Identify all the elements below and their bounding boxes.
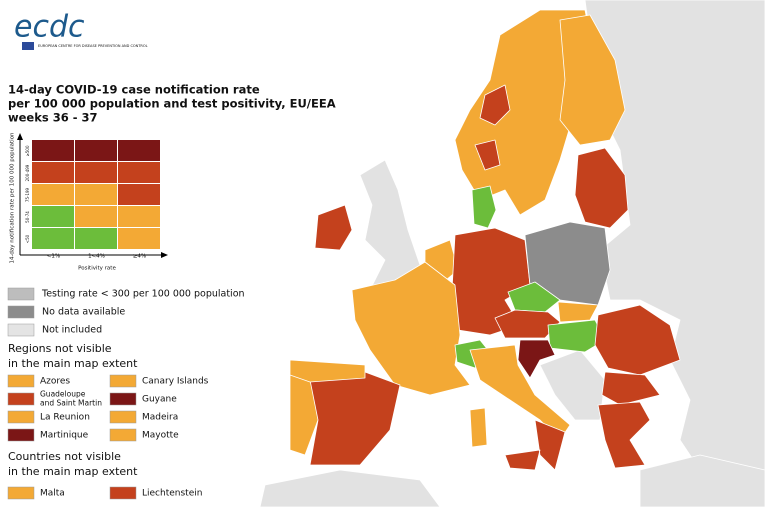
matrix-cell xyxy=(118,140,160,161)
norway-red xyxy=(474,84,511,171)
romania xyxy=(594,304,681,376)
legend-swatch xyxy=(7,392,35,406)
non-eu-land xyxy=(259,469,441,507)
logo-text: ecdc xyxy=(14,10,85,45)
matrix-cell xyxy=(75,162,117,183)
czechia xyxy=(507,281,561,313)
matrix-cell xyxy=(75,206,117,227)
greece xyxy=(597,401,651,469)
non-eu-land xyxy=(639,454,765,507)
matrix-col-label: <1% xyxy=(47,254,60,260)
slovakia xyxy=(557,301,599,323)
region-label: Azores xyxy=(40,377,70,387)
title-line: weeks 36 - 37 xyxy=(8,111,98,125)
arrow-head xyxy=(161,252,168,258)
region-label: Martinique xyxy=(40,431,89,441)
region-label: Canary Islands xyxy=(142,377,209,387)
matrix-row-label: 50-74 xyxy=(25,211,30,223)
matrix-row-label: 200-499 xyxy=(25,164,30,181)
legend-swatch xyxy=(7,305,35,319)
matrix-y-label: 14-day notification rate per 100 000 pop… xyxy=(10,132,16,264)
title-line: per 100 000 population and test positivi… xyxy=(8,97,336,111)
region-label: Madeira xyxy=(142,413,178,423)
ireland xyxy=(314,204,353,251)
legend-swatch xyxy=(109,374,137,388)
matrix-cell xyxy=(75,228,117,249)
matrix-cell xyxy=(75,140,117,161)
islands xyxy=(469,407,488,448)
denmark xyxy=(471,185,497,229)
matrix-row-label: 75-199 xyxy=(25,187,30,202)
legend-label: Not included xyxy=(42,325,102,336)
region-label: Liechtenstein xyxy=(142,489,202,499)
austria xyxy=(494,309,561,339)
matrix-col-label: 1<4% xyxy=(88,254,105,260)
matrix-x-label: Positivity rate xyxy=(78,266,116,272)
matrix-cell xyxy=(32,228,74,249)
bulgaria xyxy=(601,371,661,406)
finland xyxy=(559,14,626,146)
spain-north xyxy=(289,359,366,383)
matrix-cell xyxy=(118,162,160,183)
matrix-cell xyxy=(32,162,74,183)
matrix-cell xyxy=(32,140,74,161)
baltics xyxy=(574,147,629,229)
section-heading: Regions not visible xyxy=(8,342,112,355)
legend-swatch xyxy=(7,323,35,337)
matrix-cell xyxy=(118,184,160,205)
legend-swatch xyxy=(109,410,137,424)
region-label: Guadeloupe xyxy=(40,390,86,399)
section-heading: Countries not visible xyxy=(8,450,121,463)
legend-swatch xyxy=(7,428,35,442)
matrix-row-label: <50 xyxy=(25,234,30,243)
matrix-col-label: ≥4% xyxy=(133,254,146,260)
spain xyxy=(309,371,401,466)
france xyxy=(351,261,471,396)
legend-swatch xyxy=(109,486,137,500)
matrix-cell xyxy=(75,184,117,205)
matrix-cell xyxy=(118,228,160,249)
legend-swatch xyxy=(109,392,137,406)
croatia-slovenia xyxy=(517,339,556,379)
legend-swatch xyxy=(7,486,35,500)
region-label: Malta xyxy=(40,489,65,499)
section-heading: in the main map extent xyxy=(8,357,138,370)
legend: Testing rate < 300 per 100 000 populatio… xyxy=(7,287,245,500)
matrix: ≥500 200-499 75-199 50-74 <50 <1% 1<4% ≥4% xyxy=(25,140,160,260)
legend-swatch xyxy=(7,410,35,424)
matrix-row-label: ≥500 xyxy=(25,145,30,156)
arrow-head xyxy=(17,133,23,140)
region-label: Mayotte xyxy=(142,431,179,441)
legend-swatch xyxy=(109,428,137,442)
map xyxy=(259,0,765,507)
region-label: La Reunion xyxy=(40,413,90,423)
italy-south xyxy=(504,419,566,471)
logo-subtitle: EUROPEAN CENTRE FOR DISEASE PREVENTION A… xyxy=(38,44,148,48)
title-line: 14-day COVID-19 case notification rate xyxy=(8,83,260,97)
legend-swatch xyxy=(7,287,35,301)
region-label: and Saint Martin xyxy=(40,399,102,408)
matrix-cell xyxy=(32,184,74,205)
legend-swatch xyxy=(7,374,35,388)
legend-label: Testing rate < 300 per 100 000 populatio… xyxy=(41,289,245,300)
legend-label: No data available xyxy=(42,307,125,318)
region-label: Guyane xyxy=(142,395,177,405)
eu-flag xyxy=(22,42,34,50)
section-heading: in the main map extent xyxy=(8,465,138,478)
matrix-cell xyxy=(32,206,74,227)
matrix-cell xyxy=(118,206,160,227)
